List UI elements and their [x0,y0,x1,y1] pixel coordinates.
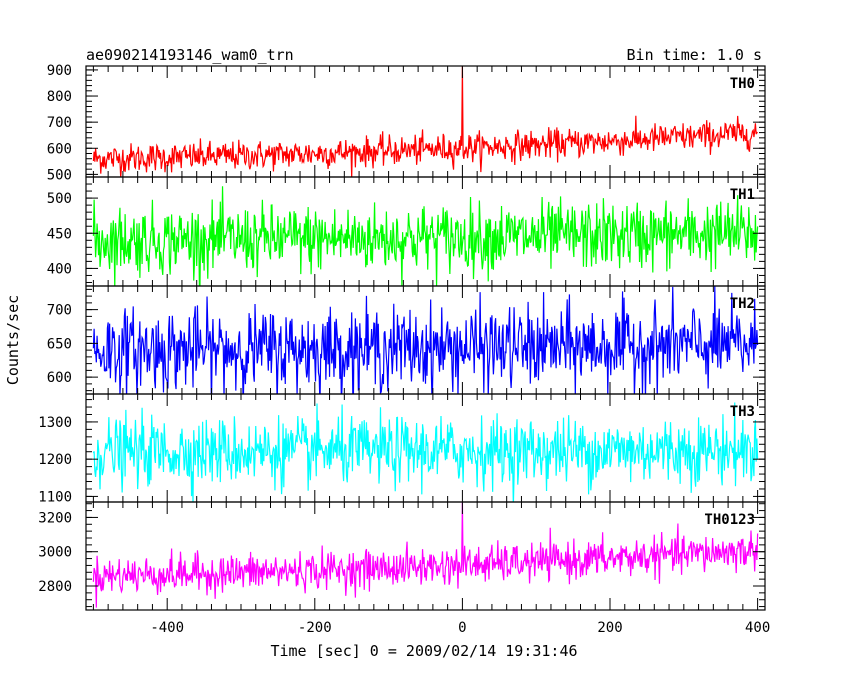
y-axis-label: Counts/sec [4,295,22,385]
y-tick-label: 2800 [38,579,72,595]
y-tick-label: 650 [47,336,72,352]
y-tick-label: 800 [47,89,72,105]
x-tick-label: 400 [745,620,770,636]
y-tick-label: 700 [47,303,72,319]
y-tick-label: 500 [47,191,72,207]
x-axis-label: Time [sec] 0 = 2009/02/14 19:31:46 [270,642,577,660]
y-tick-label: 1200 [38,452,72,468]
chart-title: ae090214193146_wam0_trn [86,46,294,64]
x-tick-label: -400 [150,620,184,636]
panel-frame-th0 [85,65,766,178]
panel-label-th3: TH3 [730,404,755,420]
series-line-th2 [92,286,759,394]
panel-label-th2: TH2 [730,296,755,312]
y-tick-label: 1100 [38,489,72,505]
x-tick-label: 200 [597,620,622,636]
y-tick-label: 1300 [38,415,72,431]
y-tick-label: 3000 [38,545,72,561]
y-tick-label: 3200 [38,510,72,526]
y-tick-label: 700 [47,115,72,131]
panel-label-th1: TH1 [730,187,755,203]
panels-group: 500 600 700 800 900 TH0 400 450 500 TH1 600 650 700 T… [38,63,770,636]
series-line-th0123 [92,502,759,608]
x-tick-label: 0 [458,620,466,636]
y-tick-label: 450 [47,226,72,242]
panel-label-th0123: TH0123 [704,512,755,528]
panel-label-th0: TH0 [730,76,755,92]
bin-time-label: Bin time: 1.0 s [627,46,762,64]
y-tick-label: 400 [47,261,72,277]
series-line-th0 [92,66,758,177]
series-line-th1 [92,186,759,286]
y-tick-label: 900 [47,63,72,79]
series-line-th3 [92,402,759,502]
x-tick-label: -200 [298,620,332,636]
panel-frame-th0123 [85,501,766,611]
y-tick-label: 600 [47,141,72,157]
y-tick-label: 500 [47,167,72,183]
y-tick-label: 600 [47,370,72,386]
